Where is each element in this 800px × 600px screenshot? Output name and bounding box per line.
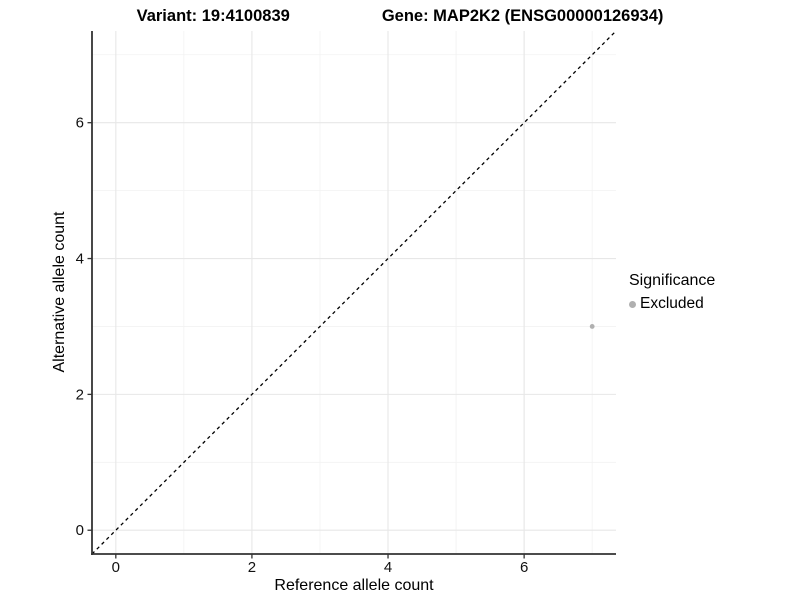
plot-title-variant: Variant: 19:4100839 [136, 7, 290, 25]
x-tick-label: 4 [384, 559, 392, 576]
y-axis-title: Alternative allele count [51, 211, 68, 373]
plot-title: Variant: 19:4100839 Gene: MAP2K2 (ENSG00… [0, 7, 800, 26]
y-tick-label: 2 [76, 386, 84, 403]
plot-title-gene: Gene: MAP2K2 (ENSG00000126934) [381, 7, 664, 25]
legend-item-excluded: Excluded [629, 295, 715, 313]
x-tick-label: 2 [248, 559, 256, 576]
data-point [589, 324, 595, 329]
x-axis-title: Reference allele count [274, 577, 434, 594]
legend: Significance Excluded [629, 272, 715, 313]
x-tick-label: 6 [520, 559, 528, 576]
identity-reference-line [91, 30, 617, 555]
legend-item-label: Excluded [640, 295, 704, 312]
y-tick-label: 4 [76, 251, 84, 268]
legend-title: Significance [629, 272, 716, 289]
y-tick-label: 0 [76, 522, 84, 539]
excluded-marker-icon [629, 300, 636, 308]
x-tick-label: 0 [112, 559, 120, 576]
y-tick-label: 6 [76, 115, 84, 132]
